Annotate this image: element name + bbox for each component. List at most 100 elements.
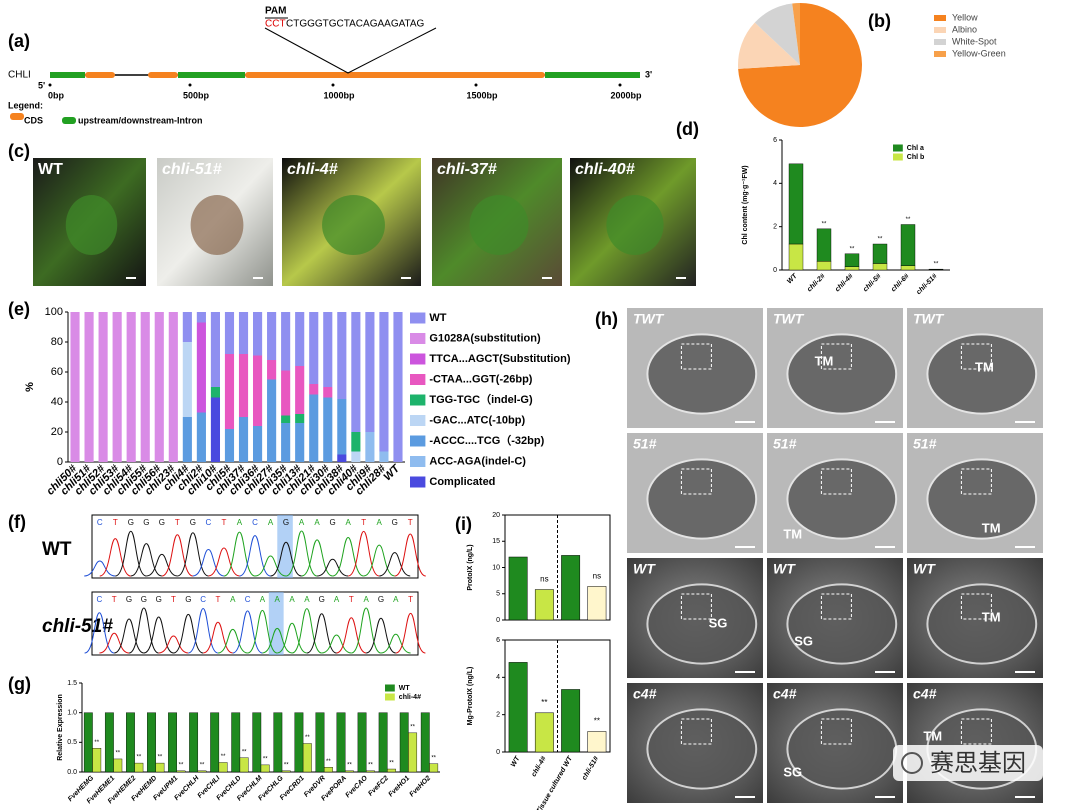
tem-label: 51#: [633, 436, 657, 452]
bar-segment: [281, 312, 291, 371]
legend-label: TGG-TGC（indel-G): [429, 393, 533, 406]
trace-peak: [380, 633, 411, 654]
trace-peak: [351, 607, 382, 654]
significance: ns: [593, 572, 601, 581]
tem-label: TWT: [913, 311, 945, 327]
x-tick-label: WT: [786, 272, 799, 285]
bar-segment: [238, 354, 249, 417]
bar: [508, 556, 528, 621]
legend-swatch: [893, 153, 903, 161]
trace-peak: [161, 534, 194, 577]
bar: [315, 712, 325, 773]
legend-swatch: [62, 117, 76, 124]
tem-note: SG: [783, 764, 802, 779]
bar-segment: [224, 354, 235, 429]
legend-swatch: [893, 144, 903, 152]
tem-label: WT: [633, 561, 656, 577]
tem-label: WT: [773, 561, 796, 577]
bar-segment: [252, 312, 263, 356]
legend-swatch: [410, 353, 426, 365]
trace-peak: [379, 552, 411, 577]
trace-peak: [270, 541, 302, 577]
cds: [85, 72, 115, 78]
row-label: chli-51#: [42, 616, 113, 637]
chloroplast: [646, 708, 758, 790]
base-letter: G: [126, 595, 132, 604]
five-prime: 5': [38, 80, 45, 90]
base-letter: G: [159, 518, 165, 527]
bar-segment: [337, 399, 347, 455]
base-letter: G: [190, 518, 196, 527]
x-tick-label: FveFC2: [367, 775, 390, 798]
significance: **: [158, 755, 163, 761]
trace-box: [91, 591, 419, 656]
y-tick-label: 15: [492, 538, 500, 545]
base-letter: T: [408, 595, 413, 604]
y-tick-label: 0.5: [67, 739, 77, 746]
trace-peak: [130, 543, 163, 577]
bar: [587, 731, 607, 753]
bar-segment: [844, 266, 860, 271]
x-tick-label: WT: [382, 462, 403, 483]
zoom-box: [960, 718, 992, 745]
legend-label: chli-4#: [399, 694, 421, 701]
scale-label: 0bp: [48, 90, 65, 100]
bar-segment: [70, 312, 80, 462]
panel-label: (c): [8, 141, 30, 161]
chloroplast: [786, 708, 898, 790]
significance: ns: [540, 575, 548, 584]
legend-title: Legend:: [8, 100, 43, 110]
y-tick-label: 1.0: [67, 710, 77, 717]
zoom-box: [820, 343, 852, 370]
base-letter: A: [345, 518, 351, 527]
bar-segment: [98, 312, 108, 462]
pam-label: PAM: [265, 6, 286, 17]
trace-peak: [84, 560, 116, 577]
bar-segment: [295, 423, 305, 462]
legend-swatch: [410, 333, 426, 344]
tem-label: 51#: [773, 436, 797, 452]
trace-peak: [99, 538, 131, 577]
y-tick-label: 20: [51, 426, 63, 438]
base-letter: A: [393, 595, 399, 604]
highlight: [277, 515, 293, 578]
legend-label: -CTAA...GGT(-26bp): [429, 373, 532, 385]
y-tick-label: 80: [51, 336, 63, 348]
legend-swatch: [410, 456, 426, 467]
significance: **: [137, 755, 142, 761]
legend-label: -ACCC....TCG（-32bp): [429, 434, 544, 447]
watermark: 赛思基因: [930, 749, 1026, 777]
panel-label: (a): [8, 31, 30, 51]
watermark-icon: [901, 752, 923, 774]
x-tick-label: FveHO2: [409, 775, 433, 799]
y-tick-label: 1.5: [67, 680, 77, 687]
trace-peak: [336, 617, 367, 654]
bar-segment: [224, 429, 235, 462]
trace-peak: [223, 531, 256, 577]
bar-segment: [84, 312, 94, 462]
x-tick-label: chli-4#: [531, 755, 548, 778]
trace-peak: [99, 632, 130, 654]
bar: [561, 689, 581, 753]
chloroplast: [786, 333, 898, 415]
base-letter: A: [314, 518, 320, 527]
bar: [281, 770, 291, 773]
bar-segment: [126, 312, 136, 462]
bar-segment: [844, 253, 860, 267]
y-tick-label: 10: [492, 564, 500, 571]
photo-label: chli-40#: [575, 161, 635, 178]
y-tick-label: 4: [496, 674, 500, 681]
bar-segment: [872, 243, 888, 264]
significance: **: [284, 762, 289, 768]
photo-label: chli-37#: [437, 161, 497, 178]
trace-peak: [394, 533, 426, 577]
trace-peak: [239, 535, 271, 577]
y-tick-label: 100: [45, 306, 63, 318]
tem-label: TWT: [773, 311, 805, 327]
trace-peak: [158, 635, 189, 654]
bar: [429, 763, 439, 773]
base-letter: T: [408, 518, 413, 527]
legend-label: TTCA...AGCT(Substitution): [429, 353, 570, 365]
bar-segment: [267, 312, 277, 360]
plant: [65, 195, 118, 255]
